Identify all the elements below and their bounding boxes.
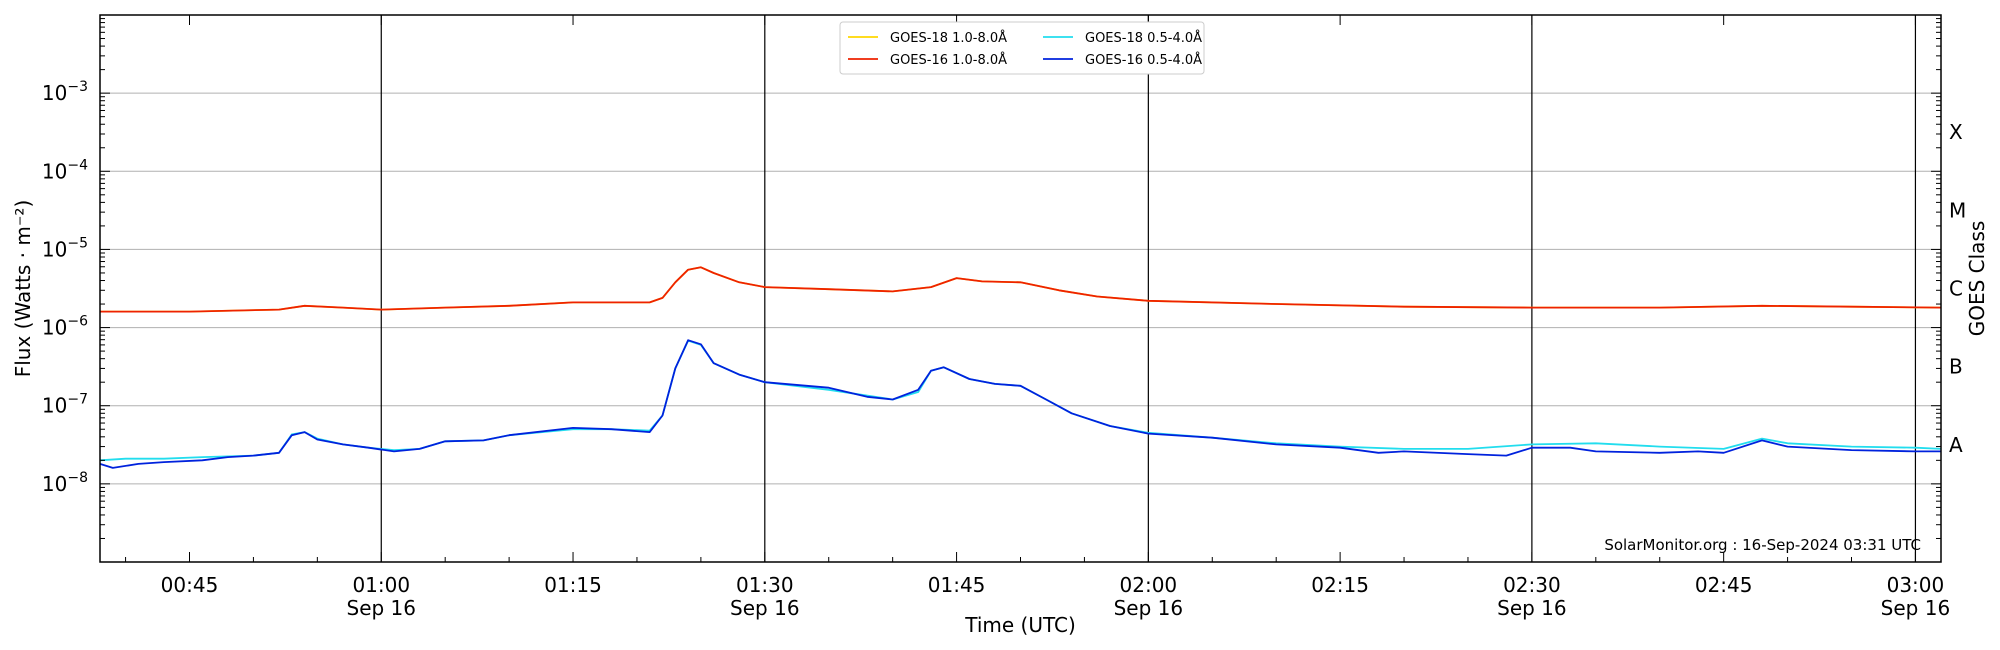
plot-frame	[99, 14, 1942, 563]
x-tick-label: 00:45	[161, 573, 219, 597]
x-tick-date-label: Sep 16	[1881, 596, 1951, 620]
y-tick-label: 10−6	[42, 314, 88, 340]
x-tick-date-label: Sep 16	[1497, 596, 1567, 620]
legend-box	[839, 21, 1205, 75]
goes-class-label: C	[1949, 277, 1963, 301]
y-tick-label: 10−7	[42, 392, 88, 418]
series-line-1	[100, 266, 1942, 313]
x-tick-label: 01:45	[928, 573, 986, 597]
y-tick-label: 10−5	[42, 235, 88, 261]
credit-text: SolarMonitor.org : 16-Sep-2024 03:31 UTC	[1604, 536, 1921, 554]
y-tick-label: 10−3	[42, 79, 88, 105]
y-tick-labels: 10−8 10−7 10−6 10−5 10−4 10−3	[42, 79, 88, 496]
x-tick-label: 02:00	[1120, 573, 1178, 597]
goes-class-label: X	[1949, 120, 1963, 144]
series-line-3	[99, 339, 1942, 462]
day-vertical-lines	[380, 15, 1917, 562]
legend-label: GOES-16 0.5-4.0Å	[1085, 52, 1202, 68]
x-tick-label: 01:30	[736, 573, 794, 597]
series-line-2	[100, 266, 1942, 313]
x-axis-title: Time (UTC)	[964, 613, 1076, 637]
x-tick-label: 02:45	[1695, 573, 1753, 597]
x-tick-label: 02:15	[1311, 573, 1369, 597]
axis-ticks	[100, 15, 1941, 562]
grid-lines	[100, 92, 1941, 485]
x-tick-date-label: Sep 16	[730, 596, 800, 620]
x-tick-label: 01:00	[352, 573, 410, 597]
y-tick-label: 10−4	[42, 157, 88, 183]
legend: GOES-18 1.0-8.0Å GOES-18 0.5-4.0Å GOES-16 …	[839, 21, 1205, 75]
goes-class-labels: A B C M X	[1949, 120, 1966, 457]
series-line-4	[99, 339, 1941, 469]
series-lines	[99, 266, 1942, 469]
right-axis-title: GOES Class	[1965, 221, 1989, 337]
goes-class-label: B	[1949, 355, 1963, 379]
legend-label: GOES-18 1.0-8.0Å	[890, 30, 1007, 46]
legend-label: GOES-16 1.0-8.0Å	[890, 52, 1007, 68]
goes-class-label: A	[1949, 433, 1963, 457]
y-tick-label: 10−8	[42, 470, 88, 496]
legend-label: GOES-18 0.5-4.0Å	[1085, 30, 1202, 46]
goes-class-label: M	[1949, 198, 1966, 222]
x-tick-date-label: Sep 16	[347, 596, 417, 620]
x-tick-label: 01:15	[544, 573, 602, 597]
x-tick-label: 02:30	[1503, 573, 1561, 597]
y-axis-title: Flux (Watts · m⁻²)	[11, 200, 35, 378]
x-tick-label: 03:00	[1887, 573, 1945, 597]
x-tick-date-label: Sep 16	[1114, 596, 1184, 620]
